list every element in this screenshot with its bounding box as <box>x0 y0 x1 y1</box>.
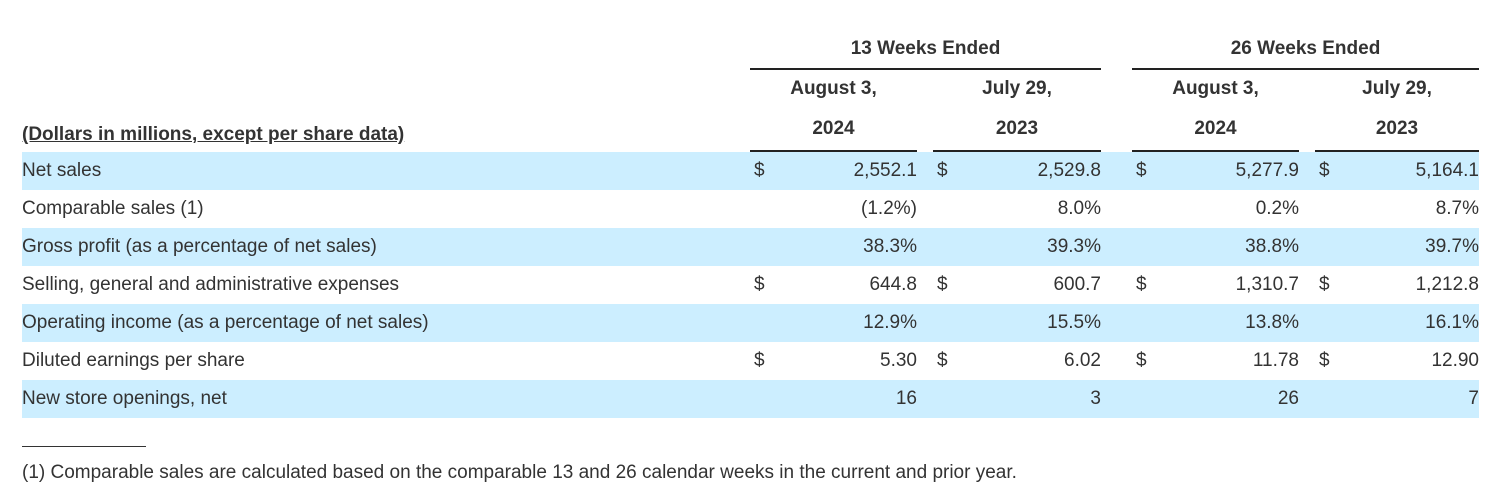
currency-symbol: $ <box>750 152 790 190</box>
currency-symbol <box>1315 304 1333 342</box>
currency-symbol <box>750 304 790 342</box>
row-label: Diluted earnings per share <box>22 350 245 371</box>
header-month-row: August 3, July 29, August 3, July 29, <box>22 70 1479 108</box>
currency-symbol <box>1132 304 1172 342</box>
currency-symbol: $ <box>937 274 948 295</box>
currency-symbol: $ <box>1319 350 1330 371</box>
cell-value: 6.02 <box>1064 350 1101 371</box>
currency-symbol <box>933 304 951 342</box>
table-row: Diluted earnings per share $ 5.30 $ 6.02… <box>22 342 1479 380</box>
col3-month: August 3, <box>1172 78 1259 99</box>
cell-value: 13.8% <box>1172 304 1299 342</box>
currency-symbol <box>1315 190 1333 228</box>
header-spacer <box>22 70 750 108</box>
cell-value: 26 <box>1172 380 1299 418</box>
currency-symbol <box>750 190 790 228</box>
currency-symbol: $ <box>754 350 765 371</box>
header-gap <box>1101 30 1132 70</box>
currency-symbol <box>1132 190 1172 228</box>
table-row: Net sales $ 2,552.1 $ 2,529.8 $ 5,277.9 … <box>22 152 1479 190</box>
row-label: Net sales <box>22 152 750 190</box>
cell-value: 5,277.9 <box>1172 152 1299 190</box>
cell-value: 39.3% <box>951 228 1101 266</box>
row-label: Selling, general and administrative expe… <box>22 274 400 295</box>
col4-month: July 29, <box>1362 78 1432 99</box>
footnote-text: (1) Comparable sales are calculated base… <box>22 462 1017 483</box>
col2-month: July 29, <box>982 78 1052 99</box>
table-row: Operating income (as a percentage of net… <box>22 304 1479 342</box>
col2-year: 2023 <box>933 108 1101 152</box>
currency-symbol: $ <box>1319 274 1330 295</box>
currency-symbol: $ <box>754 274 765 295</box>
financial-table-container: 13 Weeks Ended 26 Weeks Ended August 3, … <box>22 30 1479 418</box>
currency-symbol: $ <box>1136 350 1147 371</box>
header-spacer <box>22 30 750 70</box>
currency-symbol: $ <box>937 350 948 371</box>
header-year-row: (Dollars in millions, except per share d… <box>22 108 1479 152</box>
cell-value: 644.8 <box>869 274 917 295</box>
cell-value: 0.2% <box>1255 198 1299 219</box>
currency-symbol <box>1132 228 1172 266</box>
col1-month: August 3, <box>790 78 877 99</box>
cell-value: 7 <box>1333 380 1479 418</box>
cell-value: 16 <box>790 380 917 418</box>
col4-year: 2023 <box>1315 108 1479 152</box>
cell-value: 5.30 <box>880 350 917 371</box>
table-caption: (Dollars in millions, except per share d… <box>22 124 405 145</box>
cell-value: (1.2%) <box>861 198 917 219</box>
cell-value: 8.0% <box>1057 198 1101 219</box>
cell-value: 39.7% <box>1333 228 1479 266</box>
currency-symbol <box>933 228 951 266</box>
cell-value: 15.5% <box>951 304 1101 342</box>
currency-symbol <box>750 380 790 418</box>
table-row: New store openings, net 16 3 26 7 <box>22 380 1479 418</box>
col1-year: 2024 <box>750 108 917 152</box>
cell-value: 12.9% <box>790 304 917 342</box>
cell-value: 1,310.7 <box>1235 274 1299 295</box>
cell-value: 2,529.8 <box>951 152 1101 190</box>
cell-value: 38.8% <box>1172 228 1299 266</box>
table-row: Comparable sales (1) (1.2%) 8.0% 0.2% 8.… <box>22 190 1479 228</box>
cell-value: 38.3% <box>790 228 917 266</box>
currency-symbol <box>1315 228 1333 266</box>
cell-value: 11.78 <box>1252 350 1299 371</box>
currency-symbol: $ <box>1136 274 1147 295</box>
currency-symbol <box>933 190 951 228</box>
period-13-weeks: 13 Weeks Ended <box>750 30 1101 70</box>
financial-summary-table: 13 Weeks Ended 26 Weeks Ended August 3, … <box>22 30 1479 418</box>
row-label: Operating income (as a percentage of net… <box>22 304 750 342</box>
table-row: Selling, general and administrative expe… <box>22 266 1479 304</box>
col3-year: 2024 <box>1132 108 1299 152</box>
cell-value: 16.1% <box>1333 304 1479 342</box>
cell-value: 2,552.1 <box>790 152 917 190</box>
currency-symbol: $ <box>933 152 951 190</box>
footnote-divider <box>22 446 146 447</box>
row-label: Comparable sales (1) <box>22 198 204 219</box>
currency-symbol <box>750 228 790 266</box>
cell-value: 1,212.8 <box>1415 274 1479 295</box>
cell-value: 8.7% <box>1435 198 1479 219</box>
cell-value: 600.7 <box>1053 274 1101 295</box>
row-label: New store openings, net <box>22 380 750 418</box>
currency-symbol <box>933 380 951 418</box>
currency-symbol: $ <box>1315 152 1333 190</box>
cell-value: 5,164.1 <box>1333 152 1479 190</box>
period-26-weeks: 26 Weeks Ended <box>1132 30 1479 70</box>
currency-symbol: $ <box>1132 152 1172 190</box>
table-row: Gross profit (as a percentage of net sal… <box>22 228 1479 266</box>
row-label: Gross profit (as a percentage of net sal… <box>22 228 750 266</box>
header-period-row: 13 Weeks Ended 26 Weeks Ended <box>22 30 1479 70</box>
cell-value: 12.90 <box>1431 350 1479 371</box>
currency-symbol <box>1315 380 1333 418</box>
currency-symbol <box>1132 380 1172 418</box>
cell-value: 3 <box>951 380 1101 418</box>
